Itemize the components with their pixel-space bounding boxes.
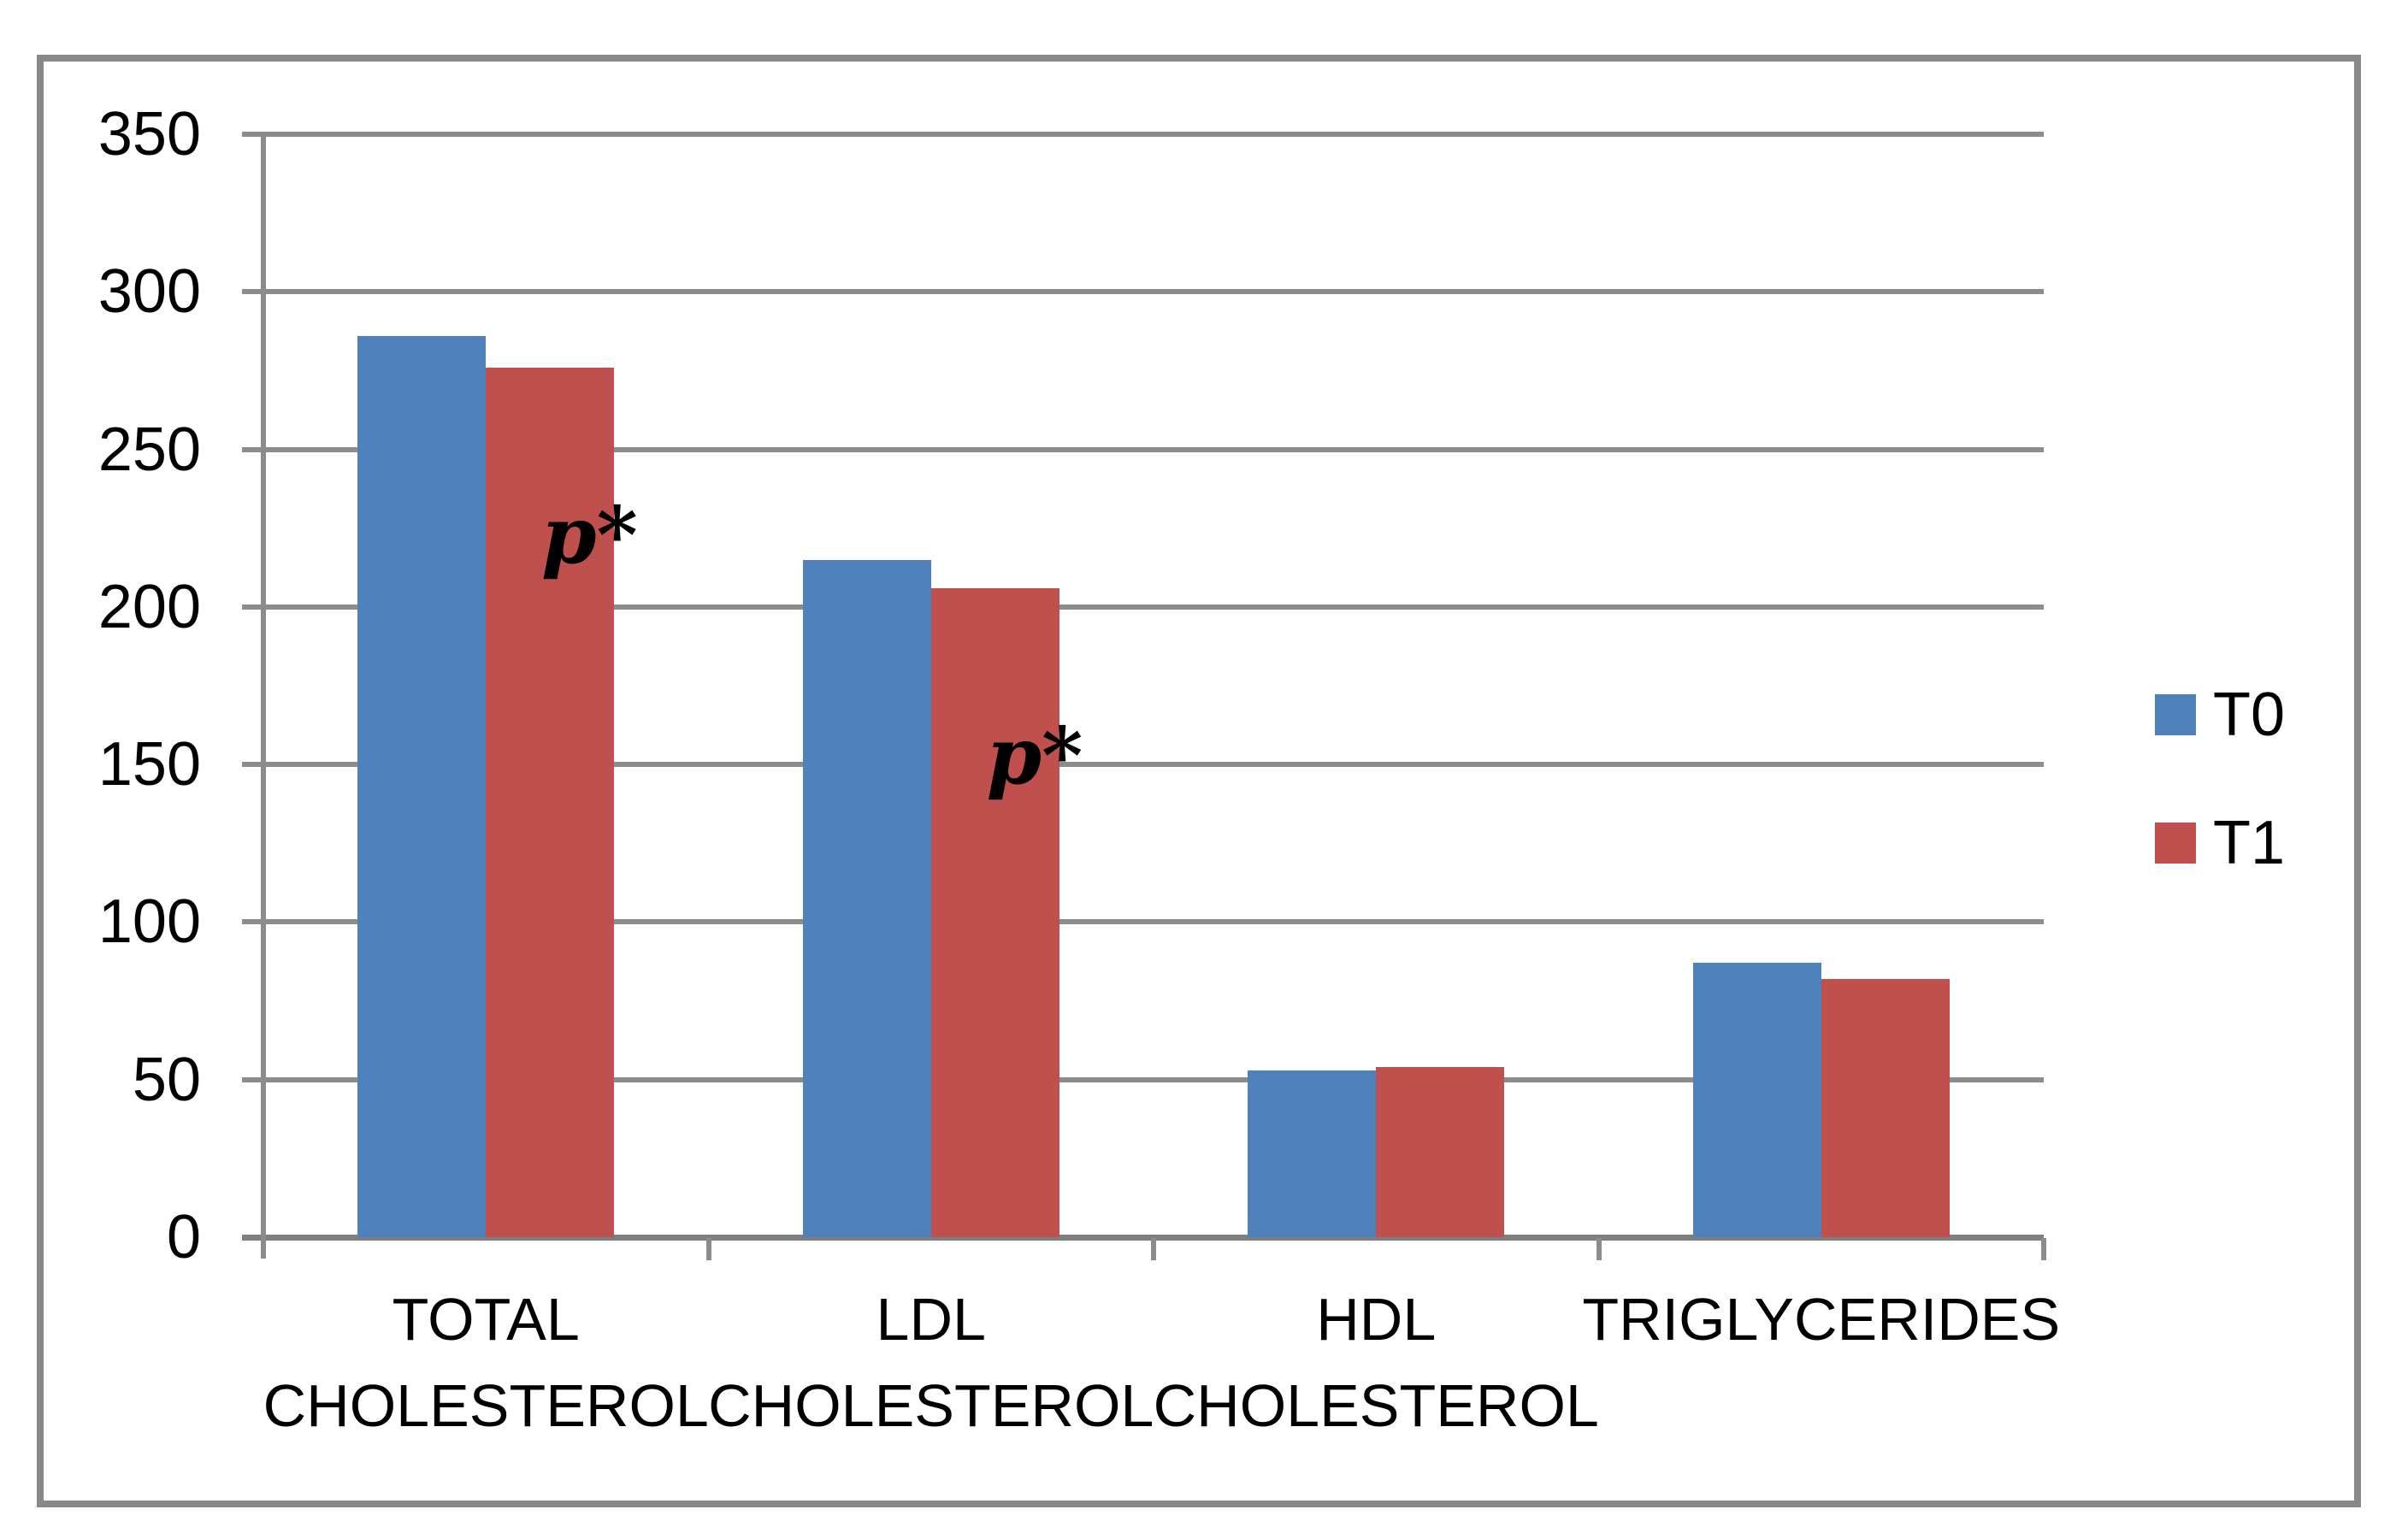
category-label-line: CHOLESTEROL (263, 1372, 709, 1439)
category-label-line: CHOLESTEROL (1153, 1372, 1599, 1439)
category-label: TOTAL CHOLESTEROL (212, 1277, 759, 1449)
bar-t1-hdl-cholesterol (1376, 1067, 1505, 1237)
gridline (242, 446, 2044, 452)
x-axis-tick (2041, 1238, 2046, 1260)
bar-t1-total-cholesterol (486, 368, 615, 1237)
legend-swatch-t0 (2155, 694, 2196, 735)
bar-t0-total-cholesterol (357, 336, 487, 1237)
y-tick-label: 0 (166, 1203, 201, 1271)
gridline (242, 1235, 2044, 1241)
category-label-line: HDL (1316, 1286, 1437, 1353)
legend-label-t1: T1 (2213, 809, 2286, 877)
bar-t0-ldl-cholesterol (802, 560, 931, 1237)
category-label-line: TRIGLYCERIDES (1582, 1286, 2061, 1353)
category-label: HDL CHOLESTEROL (1102, 1277, 1650, 1449)
gridline (242, 289, 2044, 295)
category-label: LDL CHOLESTEROL (658, 1277, 1205, 1449)
bar-t1-triglycerides (1821, 979, 1950, 1237)
y-tick-label: 200 (97, 572, 201, 641)
legend-label-t0: T0 (2213, 681, 2286, 749)
bar-t0-triglycerides (1692, 963, 1821, 1237)
significance-annotation: p* (541, 489, 638, 581)
y-tick-label: 150 (97, 730, 201, 799)
x-axis-tick (1151, 1238, 1156, 1260)
gridline (242, 919, 2044, 925)
x-axis-tick (705, 1238, 711, 1260)
y-tick-label: 250 (97, 415, 201, 484)
bar-t0-hdl-cholesterol (1248, 1070, 1377, 1237)
gridline (242, 1076, 2044, 1082)
gridline (242, 762, 2044, 768)
x-axis-tick (1596, 1238, 1602, 1260)
y-tick-label: 350 (97, 100, 201, 168)
category-label-line: LDL (876, 1286, 986, 1353)
category-label-line: CHOLESTEROL (708, 1372, 1154, 1439)
category-label-line: TOTAL (392, 1286, 580, 1353)
gridline (242, 604, 2044, 610)
y-tick-label: 100 (97, 887, 201, 957)
y-tick-label: 300 (97, 257, 201, 327)
significance-annotation: p* (986, 710, 1083, 802)
bar-t1-ldl-cholesterol (930, 588, 1059, 1237)
y-tick-label: 50 (132, 1045, 201, 1114)
y-axis-line (261, 134, 266, 1259)
category-label: TRIGLYCERIDES (1548, 1277, 2095, 1363)
gridline (242, 132, 2044, 137)
legend-swatch-t1 (2155, 823, 2196, 864)
